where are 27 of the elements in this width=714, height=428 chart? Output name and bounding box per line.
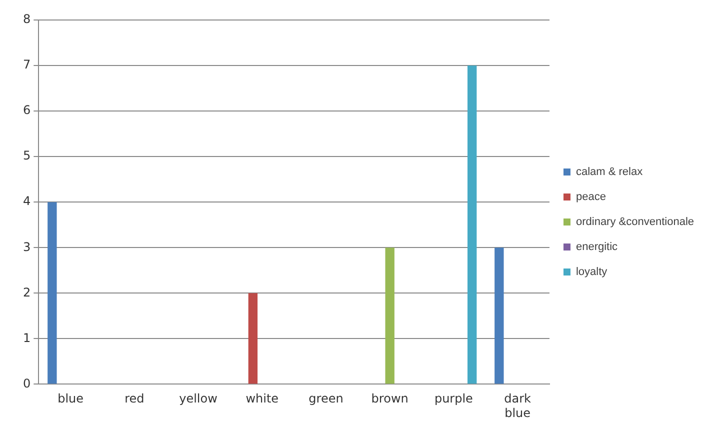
bar <box>48 202 57 384</box>
x-tick-label: white <box>246 392 279 406</box>
y-tick-label: 7 <box>22 58 31 72</box>
x-tick-label: red <box>124 392 144 406</box>
x-tick-label: yellow <box>179 392 218 406</box>
bar <box>467 66 477 384</box>
y-tick-label: 2 <box>22 285 31 300</box>
legend-label: calam & relax <box>576 166 644 178</box>
x-tick-label: dark blue <box>504 392 532 420</box>
y-tick-label: 0 <box>22 376 31 390</box>
x-tick-label: brown <box>371 392 408 406</box>
legend-label: loyalty <box>576 266 608 278</box>
y-tick-label: 1 <box>22 330 31 345</box>
legend-label: ordinary &conventionale <box>576 216 694 228</box>
x-tick-label: green <box>308 392 344 406</box>
legend-label: peace <box>576 191 606 204</box>
y-tick-label: 4 <box>22 194 31 208</box>
y-tick-label: 6 <box>22 103 31 118</box>
legend-label: energitic <box>576 241 618 254</box>
y-tick-label: 8 <box>22 12 31 26</box>
bar <box>385 248 394 384</box>
y-tick-label: 5 <box>22 148 31 163</box>
x-tick-label: blue <box>58 392 84 406</box>
y-tick-label: 3 <box>22 240 31 254</box>
bar <box>494 248 504 384</box>
x-tick-label: purple <box>434 392 473 406</box>
bar <box>248 293 258 384</box>
